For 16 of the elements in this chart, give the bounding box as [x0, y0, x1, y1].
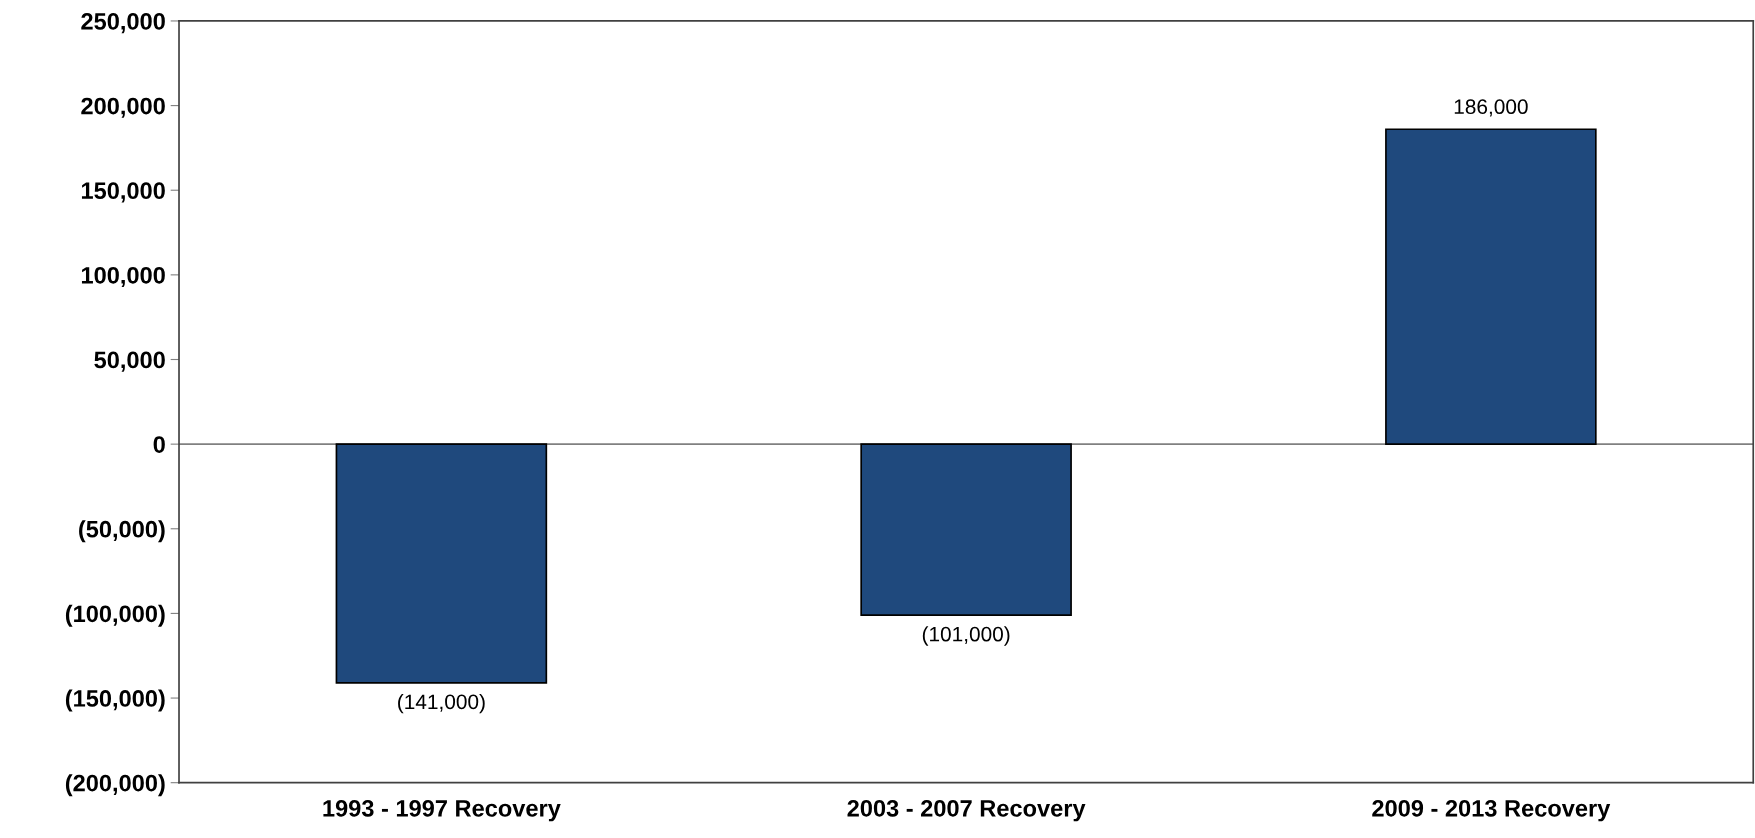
y-tick-label: 250,000 — [81, 13, 165, 34]
data-label: (101,000) — [922, 626, 1010, 646]
y-tick-label: 50,000 — [94, 351, 165, 372]
y-tick-label: (150,000) — [65, 689, 165, 712]
y-tick-label: (50,000) — [79, 520, 165, 543]
data-label: 186,000 — [1454, 99, 1528, 117]
x-tick-label: 2009 - 2013 Recovery — [1372, 799, 1611, 822]
y-tick-label: 200,000 — [81, 97, 165, 118]
x-tick-label: 2003 - 2007 Recovery — [847, 799, 1086, 822]
y-tick-label: (100,000) — [65, 604, 165, 627]
y-tick-label: (200,000) — [65, 774, 165, 797]
y-tick-label: 0 — [153, 436, 165, 453]
data-label: (141,000) — [398, 693, 485, 714]
y-tick-label: 150,000 — [81, 182, 165, 203]
x-tick-label: 1993 - 1997 Recovery — [323, 799, 561, 822]
y-tick-label: 100,000 — [81, 266, 165, 288]
